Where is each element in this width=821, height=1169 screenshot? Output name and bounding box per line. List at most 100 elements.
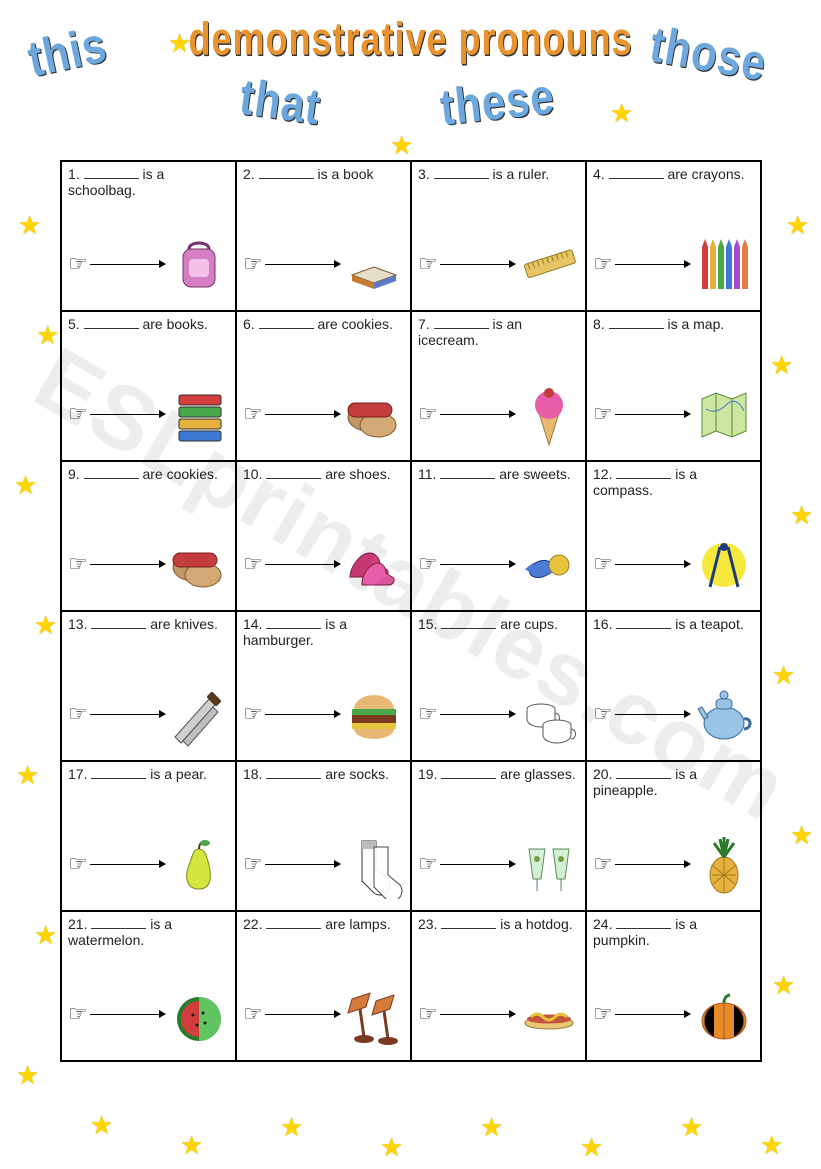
arrow-icon <box>265 864 340 865</box>
fill-blank[interactable] <box>609 166 664 179</box>
cell-2: 2. is a book ☞ <box>236 161 411 311</box>
fill-blank[interactable] <box>259 166 314 179</box>
cell-15: 15. are cups. ☞ <box>411 611 586 761</box>
illustration-row: ☞ <box>243 824 404 904</box>
cell-number: 21. <box>68 916 91 932</box>
fill-blank[interactable] <box>441 766 496 779</box>
word-this: this <box>23 16 112 89</box>
cell-text: is a ruler. <box>492 166 549 182</box>
pointing-hand-icon: ☞ <box>68 1001 88 1027</box>
cell-13: 13. are knives. ☞ <box>61 611 236 761</box>
cell-number: 17. <box>68 766 91 782</box>
cookies-icon <box>344 379 404 449</box>
star-icon: ★ <box>180 1130 203 1161</box>
lamps-icon <box>344 979 404 1049</box>
cell-text: is a book <box>317 166 373 182</box>
illustration-row: ☞ <box>593 524 754 604</box>
illustration-row: ☞ <box>418 974 579 1054</box>
star-icon: ★ <box>90 1110 113 1141</box>
fill-blank[interactable] <box>434 316 489 329</box>
worksheet-grid: 1. is a schoolbag. ☞ 2. is a book ☞ 3. i… <box>60 160 762 1062</box>
cell-number: 23. <box>418 916 441 932</box>
arrow-icon <box>90 714 165 715</box>
pineapple-icon <box>694 829 754 899</box>
fill-blank[interactable] <box>84 316 139 329</box>
pumpkin-icon <box>694 979 754 1049</box>
cell-text: is a map. <box>667 316 724 332</box>
fill-blank[interactable] <box>266 616 321 629</box>
fill-blank[interactable] <box>616 466 671 479</box>
fill-blank[interactable] <box>266 466 321 479</box>
cell-9: 9. are cookies. ☞ <box>61 461 236 611</box>
star-icon: ★ <box>390 130 413 161</box>
ruler-icon <box>519 229 579 299</box>
pointing-hand-icon: ☞ <box>418 251 438 277</box>
illustration-row: ☞ <box>68 374 229 454</box>
fill-blank[interactable] <box>91 616 146 629</box>
fill-blank[interactable] <box>91 766 146 779</box>
socks-icon <box>344 829 404 899</box>
pointing-hand-icon: ☞ <box>243 251 263 277</box>
cell-number: 22. <box>243 916 266 932</box>
cups-icon <box>519 679 579 749</box>
fill-blank[interactable] <box>434 166 489 179</box>
arrow-icon <box>615 864 690 865</box>
pointing-hand-icon: ☞ <box>243 851 263 877</box>
cell-number: 16. <box>593 616 616 632</box>
cell-number: 13. <box>68 616 91 632</box>
fill-blank[interactable] <box>616 766 671 779</box>
book-icon <box>344 229 404 299</box>
cell-11: 11. are sweets. ☞ <box>411 461 586 611</box>
cell-text: are books. <box>142 316 207 332</box>
fill-blank[interactable] <box>441 916 496 929</box>
fill-blank[interactable] <box>609 316 664 329</box>
fill-blank[interactable] <box>84 466 139 479</box>
star-icon: ★ <box>610 98 633 129</box>
cell-text: are socks. <box>325 766 389 782</box>
cell-number: 6. <box>243 316 259 332</box>
cell-text: are sweets. <box>499 466 571 482</box>
fill-blank[interactable] <box>441 616 496 629</box>
arrow-icon <box>265 1014 340 1015</box>
watermelon-icon <box>169 979 229 1049</box>
arrow-icon <box>440 714 515 715</box>
arrow-icon <box>615 564 690 565</box>
arrow-icon <box>440 564 515 565</box>
fill-blank[interactable] <box>616 616 671 629</box>
illustration-row: ☞ <box>243 974 404 1054</box>
sweets-icon <box>519 529 579 599</box>
crayons-icon <box>694 229 754 299</box>
illustration-row: ☞ <box>418 224 579 304</box>
arrow-icon <box>440 1014 515 1015</box>
fill-blank[interactable] <box>259 316 314 329</box>
star-icon: ★ <box>36 320 59 351</box>
fill-blank[interactable] <box>266 766 321 779</box>
icecream-icon <box>519 379 579 449</box>
cell-text: are cookies. <box>317 316 392 332</box>
cell-text: is a pear. <box>150 766 207 782</box>
arrow-icon <box>265 564 340 565</box>
illustration-row: ☞ <box>418 374 579 454</box>
arrow-icon <box>265 414 340 415</box>
star-icon: ★ <box>790 820 813 851</box>
fill-blank[interactable] <box>616 916 671 929</box>
pointing-hand-icon: ☞ <box>68 701 88 727</box>
illustration-row: ☞ <box>243 524 404 604</box>
star-icon: ★ <box>34 920 57 951</box>
pointing-hand-icon: ☞ <box>243 401 263 427</box>
shoes-icon <box>344 529 404 599</box>
cell-7: 7. is an icecream. ☞ <box>411 311 586 461</box>
fill-blank[interactable] <box>266 916 321 929</box>
star-icon: ★ <box>580 1132 603 1163</box>
fill-blank[interactable] <box>440 466 495 479</box>
arrow-icon <box>440 414 515 415</box>
pointing-hand-icon: ☞ <box>593 701 613 727</box>
illustration-row: ☞ <box>418 674 579 754</box>
fill-blank[interactable] <box>91 916 146 929</box>
pointing-hand-icon: ☞ <box>68 851 88 877</box>
illustration-row: ☞ <box>68 824 229 904</box>
illustration-row: ☞ <box>68 524 229 604</box>
cell-number: 20. <box>593 766 616 782</box>
fill-blank[interactable] <box>84 166 139 179</box>
teapot-icon <box>694 679 754 749</box>
